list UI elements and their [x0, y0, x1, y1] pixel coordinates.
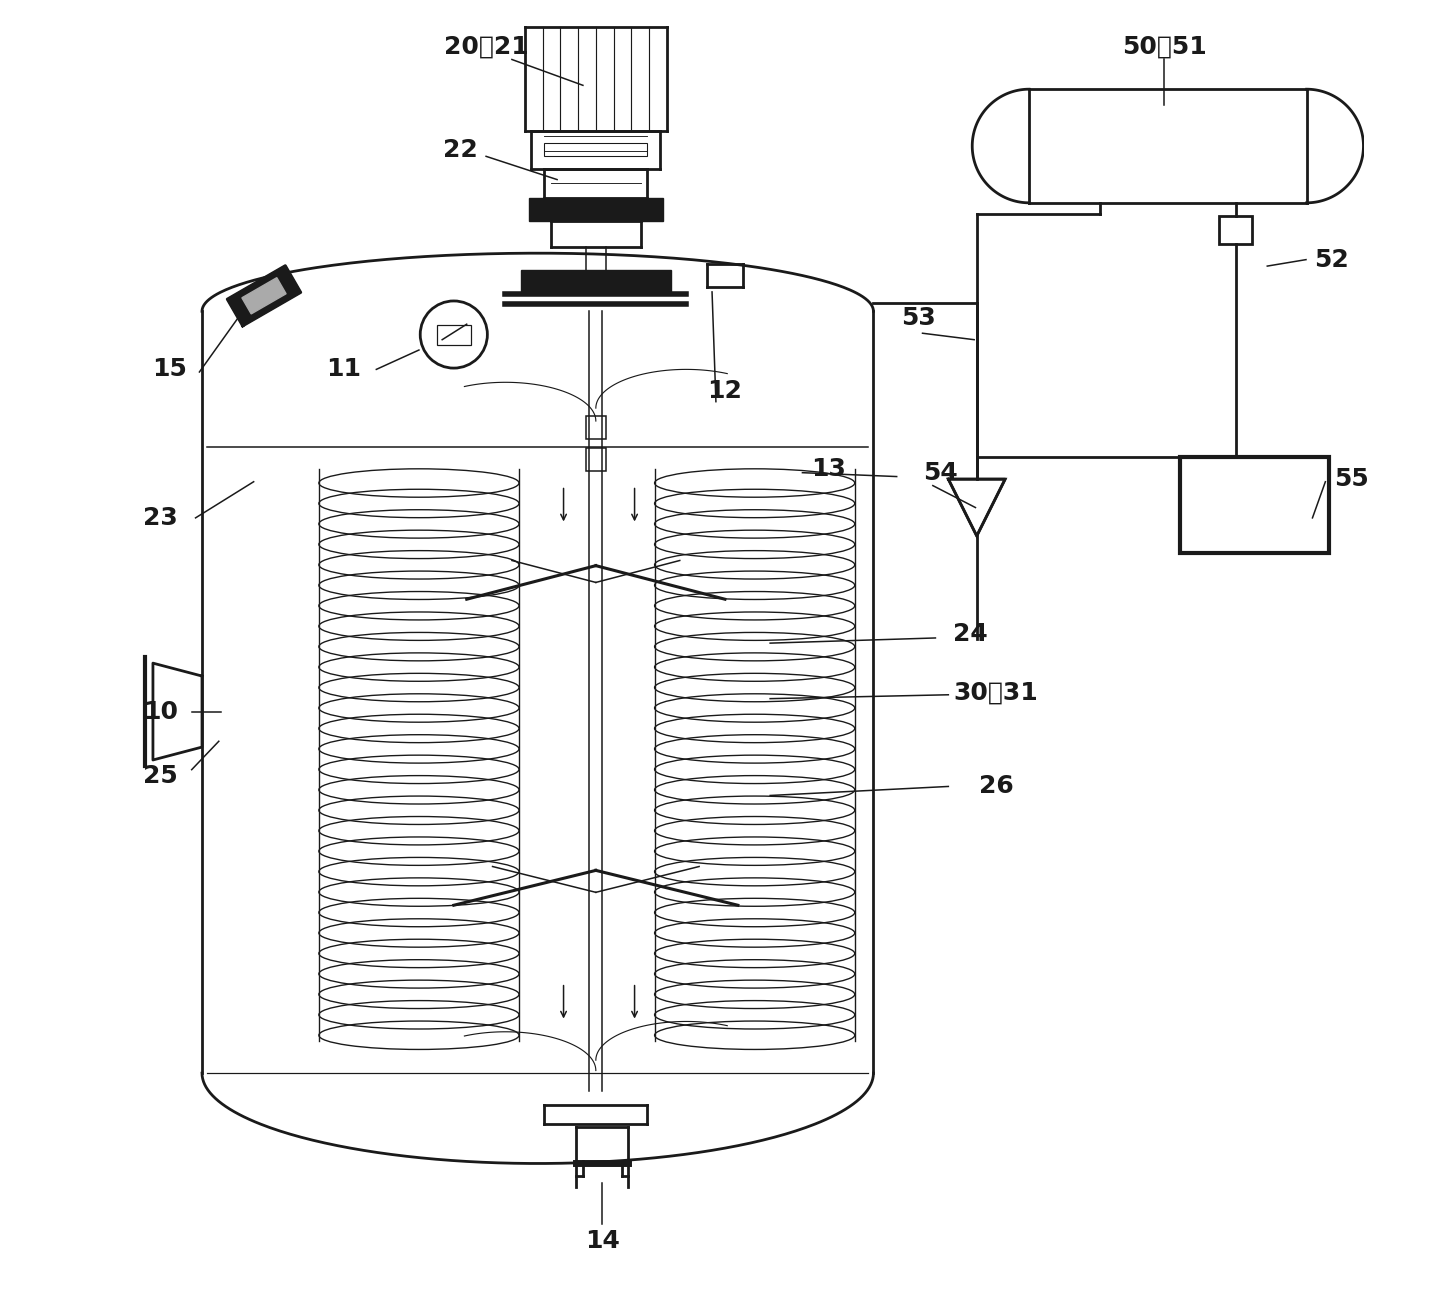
Text: 10: 10	[144, 700, 178, 723]
Text: 22: 22	[443, 138, 477, 162]
Bar	[545, 144, 648, 157]
Text: 23: 23	[144, 506, 178, 529]
Text: 53: 53	[901, 305, 935, 330]
Polygon shape	[529, 198, 662, 221]
Text: 54: 54	[923, 461, 958, 485]
Text: 13: 13	[810, 457, 846, 481]
Text: 52: 52	[1315, 247, 1349, 272]
Polygon shape	[227, 265, 300, 326]
Text: 30、31: 30、31	[954, 681, 1039, 704]
Text: 24: 24	[953, 622, 987, 646]
Polygon shape	[647, 270, 661, 292]
Polygon shape	[530, 270, 546, 292]
Bar	[585, 448, 606, 471]
Text: 55: 55	[1334, 467, 1368, 492]
Polygon shape	[522, 270, 671, 292]
Bar	[437, 326, 470, 345]
Text: 26: 26	[979, 774, 1013, 798]
Bar	[585, 415, 606, 439]
Text: 20、21: 20、21	[444, 35, 529, 58]
Text: 50、51: 50、51	[1122, 35, 1206, 58]
Text: 12: 12	[707, 379, 743, 404]
Bar	[1220, 216, 1252, 245]
Text: 14: 14	[585, 1229, 619, 1253]
Circle shape	[420, 302, 487, 367]
Text: 15: 15	[152, 357, 187, 382]
Text: 11: 11	[326, 357, 362, 382]
Text: A: A	[444, 318, 464, 343]
Polygon shape	[241, 278, 286, 314]
Text: 25: 25	[144, 765, 178, 788]
Bar	[1180, 457, 1329, 554]
